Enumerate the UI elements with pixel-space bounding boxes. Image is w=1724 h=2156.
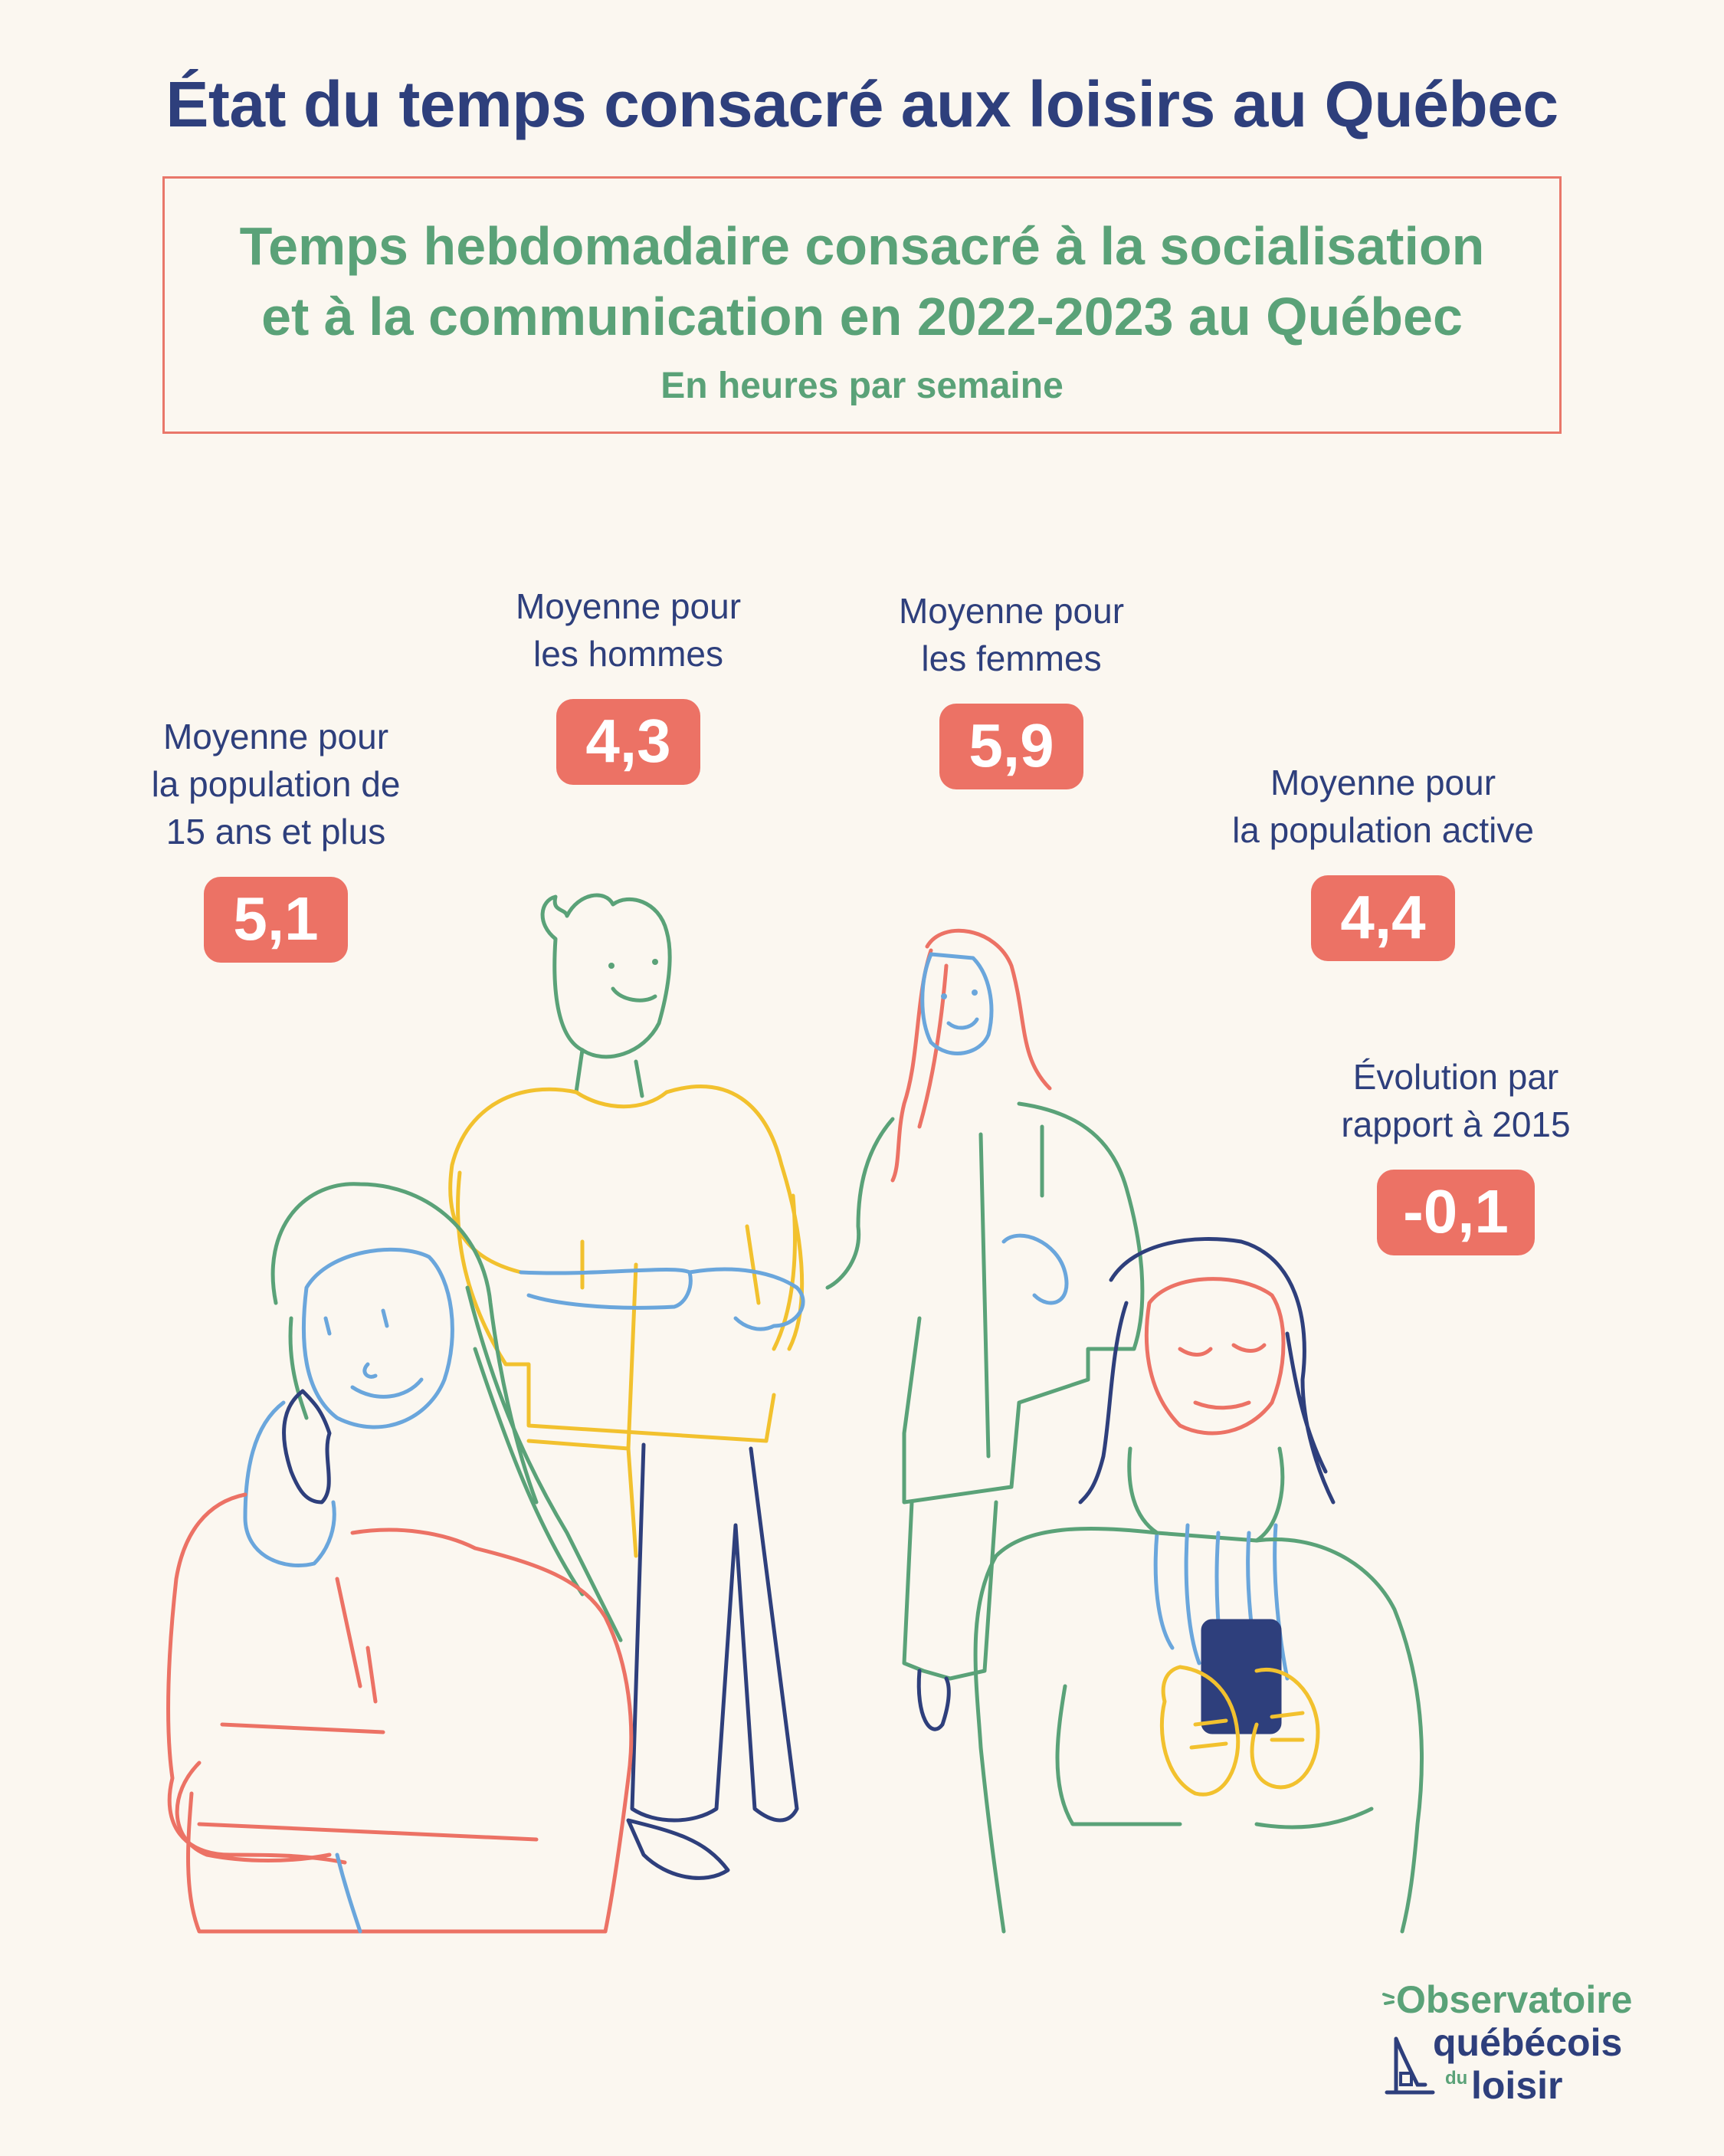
subtitle-line-1: Temps hebdomadaire consacré à la sociali… xyxy=(239,216,1485,276)
stat-label: Évolution par rapport à 2015 xyxy=(1341,1057,1571,1144)
stat-label: Moyenne pour les hommes xyxy=(515,586,742,674)
stat-value-badge: 5,9 xyxy=(939,704,1083,789)
stat-population-15-plus: Moyenne pour la population de 15 ans et … xyxy=(107,713,444,963)
stat-label: Moyenne pour les femmes xyxy=(898,591,1125,678)
stat-value-badge: 5,1 xyxy=(204,877,348,963)
logo-line-3: du xyxy=(1445,2068,1468,2089)
stat-women: Moyenne pour les femmes 5,9 xyxy=(843,587,1180,789)
stat-value-badge: 4,3 xyxy=(556,699,700,785)
unit-label: En heures par semaine xyxy=(660,366,1064,406)
woman-phone-figure xyxy=(166,1182,634,1934)
page-title: État du temps consacré aux loisirs au Qu… xyxy=(166,68,1558,140)
man-figure xyxy=(448,893,805,1880)
woman-figure xyxy=(825,928,1145,1731)
stat-men: Moyenne pour les hommes 4,3 xyxy=(460,582,797,785)
stat-label: Moyenne pour la population de 15 ans et … xyxy=(151,717,401,852)
stat-value-badge: 4,4 xyxy=(1311,875,1455,961)
logo-line-1: Observatoire xyxy=(1396,1978,1633,2021)
logo-line-2: québécois xyxy=(1433,2021,1623,2064)
logo-line-4: loisir xyxy=(1471,2064,1563,2107)
stat-active-population: Moyenne pour la population active 4,4 xyxy=(1180,759,1586,961)
stat-evolution-2015: Évolution par rapport à 2015 -0,1 xyxy=(1287,1053,1624,1255)
stat-label: Moyenne pour la population active xyxy=(1232,763,1534,850)
subtitle-line-2: et à la communication en 2022-2023 au Qu… xyxy=(261,287,1463,346)
observatory-icon xyxy=(1382,1993,1435,2095)
stat-value-badge: -0,1 xyxy=(1377,1170,1535,1255)
subtitle-box: Temps hebdomadaire consacré à la sociali… xyxy=(162,176,1562,434)
woman-smartphone-figure xyxy=(973,1237,1424,1934)
